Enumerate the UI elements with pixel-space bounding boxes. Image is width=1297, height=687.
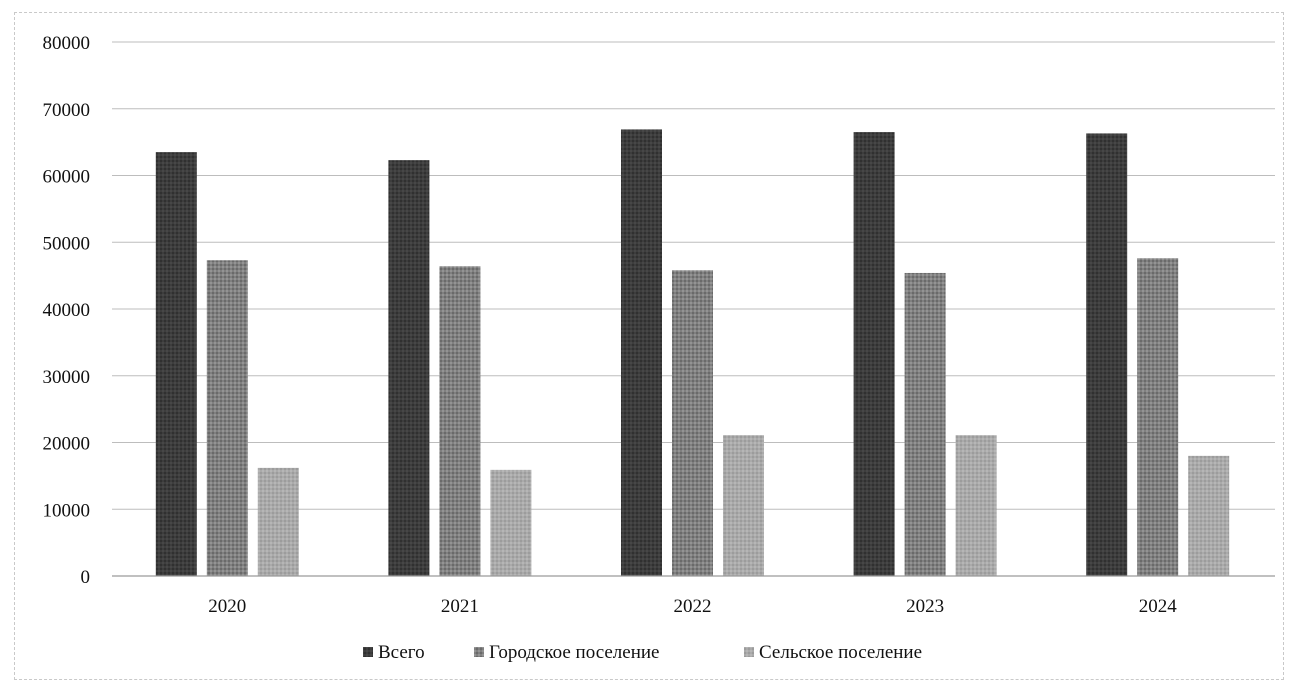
y-axis: 0 10000 20000 30000 40000 50000 60000 70000 8000… xyxy=(43,33,91,588)
chart-frame xyxy=(14,12,1284,680)
bar-2023-series-1 xyxy=(904,272,946,576)
y-tick-label: 20000 xyxy=(43,434,91,455)
legend-swatch xyxy=(474,647,484,657)
x-tick-label: 2023 xyxy=(906,596,944,617)
bar-2024-series-0 xyxy=(1086,133,1128,576)
bar-2022-series-1 xyxy=(672,270,713,576)
bar-2024-series-1 xyxy=(1137,258,1179,576)
y-tick-label: 60000 xyxy=(43,167,91,188)
legend-label: Городское поселение xyxy=(489,642,659,663)
legend: Всего Городское поселение Сельское поселен… xyxy=(363,642,922,663)
y-tick-label: 0 xyxy=(81,567,91,588)
bar-2023-series-2 xyxy=(955,435,997,576)
bar-2021-series-2 xyxy=(490,469,532,576)
bar-2022-series-0 xyxy=(621,129,662,576)
x-tick-label: 2024 xyxy=(1139,596,1178,617)
bar-2024-series-2 xyxy=(1188,455,1230,576)
bar-2023-series-0 xyxy=(853,132,895,577)
legend-swatch xyxy=(363,647,373,657)
bar-2020-series-1 xyxy=(206,260,248,576)
x-tick-label: 2020 xyxy=(208,596,246,617)
y-tick-label: 40000 xyxy=(43,300,91,321)
legend-label: Сельское поселение xyxy=(759,642,922,663)
legend-label: Всего xyxy=(378,642,425,663)
bar-2022-series-2 xyxy=(723,435,764,576)
bar-2021-series-0 xyxy=(388,160,430,576)
y-tick-label: 30000 xyxy=(43,367,91,388)
bar-series-group xyxy=(155,129,1230,577)
legend-swatch xyxy=(744,647,754,657)
gridlines xyxy=(112,41,1275,510)
x-tick-label: 2021 xyxy=(441,596,479,617)
x-tick-label: 2022 xyxy=(674,596,712,617)
x-axis: 2020 2021 2022 2023 2024 xyxy=(112,575,1275,617)
bar-2020-series-2 xyxy=(257,467,299,576)
y-tick-label: 70000 xyxy=(43,100,91,121)
y-tick-label: 10000 xyxy=(43,500,91,521)
y-tick-label: 80000 xyxy=(43,33,91,54)
bar-2020-series-0 xyxy=(155,152,197,576)
bar-2021-series-1 xyxy=(439,266,481,576)
y-tick-label: 50000 xyxy=(43,233,91,254)
